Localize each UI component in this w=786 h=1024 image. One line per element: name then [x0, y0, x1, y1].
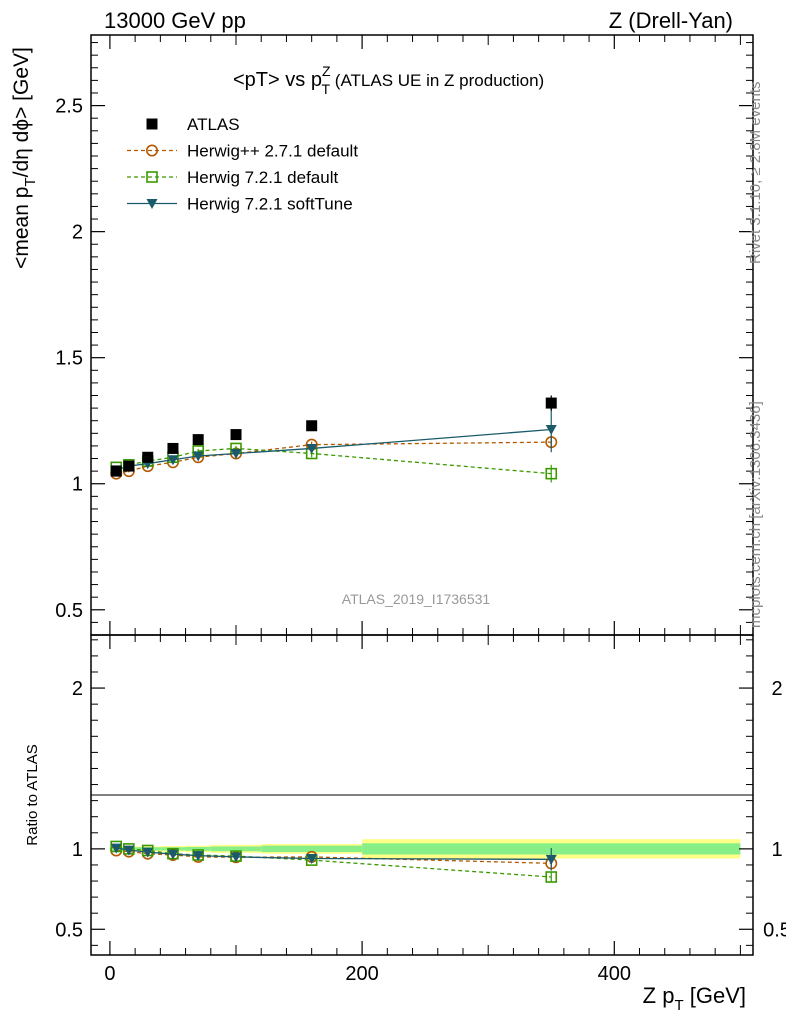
- main-panel: 0.511.522.5 <pT> vs pZ T (ATLAS UE in Z p…: [10, 34, 754, 636]
- ratio-point-herwig-7-2-1-softtune: [306, 854, 318, 865]
- ratio-tick-label: 1: [72, 839, 83, 861]
- plot-title: <pT> vs pZ T (ATLAS UE in Z production): [233, 63, 544, 97]
- y-axis-label-pre: <mean p: [10, 187, 33, 269]
- legend-marker-herwig-2-7-1-default: [146, 144, 159, 157]
- ratio-point-herwig-7-2-1-softtune: [167, 849, 179, 860]
- y-axis-label-post: /dη dϕ> [GeV]: [10, 47, 33, 177]
- header-left: 13000 GeV pp: [104, 8, 246, 33]
- y-axis-label-sub: T: [22, 177, 39, 186]
- series-line-herwig-7-2-1-softtune: [116, 428, 552, 471]
- legend: ATLAS Herwig++ 2.7.1 default Herwig 7.2.1 …: [127, 115, 358, 214]
- header: 13000 GeV pp Z (Drell-Yan): [104, 8, 733, 33]
- point-herwig-7-2-1-softtune: [192, 451, 204, 462]
- x-axis-label-sub: T: [674, 997, 683, 1014]
- ratio-tick-label-right: 2: [771, 678, 782, 700]
- y-tick-label: 1.5: [55, 348, 83, 370]
- ratio-series-layer: [110, 840, 558, 883]
- x-axis-label: Z pT [GeV]: [643, 983, 746, 1014]
- plot-title-sup: Z: [322, 63, 331, 79]
- point-herwig-7-2-1-default: [545, 467, 558, 480]
- ratio-point-herwig-7-2-1-softtune: [142, 847, 154, 858]
- ratio-point-herwig-7-2-1-softtune: [110, 843, 122, 854]
- legend-marker-herwig-7-2-1-softtune: [146, 199, 158, 209]
- analysis-watermark: ATLAS_2019_I1736531: [342, 591, 491, 607]
- point-atlas: [192, 434, 204, 446]
- mcplots-reference-text: mcplots.cern.ch [arXiv:1306.3436]: [747, 401, 764, 628]
- main-series-layer: [110, 395, 558, 483]
- point-atlas: [142, 451, 154, 463]
- legend-marker-atlas: [146, 118, 158, 130]
- legend-label-atlas: ATLAS: [187, 115, 240, 134]
- point-atlas: [230, 429, 242, 441]
- y-tick-label: 2.5: [55, 96, 83, 118]
- y-tick-label: 2: [72, 222, 83, 244]
- ratio-band-inner: [185, 846, 211, 851]
- ratio-point-herwig-7-2-1-softtune: [123, 845, 135, 856]
- ratio-point-herwig-7-2-1-softtune: [545, 854, 557, 865]
- point-atlas: [167, 442, 179, 454]
- header-right: Z (Drell-Yan): [609, 8, 733, 33]
- legend-label-herwig-7-2-1-softtune: Herwig 7.2.1 softTune: [187, 195, 353, 214]
- ratio-panel: 0.5 0.5 1 1 2 2 Ratio to ATLAS: [24, 634, 786, 956]
- y-tick-label: 1: [72, 474, 83, 496]
- plot-title-sub: T: [322, 81, 331, 97]
- ratio-line-herwig-7-2-1-softtune: [116, 847, 552, 860]
- x-tick-label: 400: [598, 963, 631, 985]
- x-axis-label-pre: Z p: [643, 983, 675, 1008]
- legend-marker-herwig-7-2-1-default: [146, 171, 158, 183]
- ratio-tick-label-right: 1: [771, 839, 782, 861]
- ratio-tick-label: 0.5: [55, 919, 83, 941]
- point-herwig-7-2-1-softtune: [230, 448, 242, 459]
- ratio-frame: [90, 634, 754, 956]
- y-tick-label: 0.5: [55, 600, 83, 622]
- point-atlas: [123, 460, 135, 472]
- rivet-version-text: Rivet 3.1.10, ≥ 2.8M events: [747, 82, 764, 265]
- point-herwig-7-2-1-softtune: [167, 455, 179, 466]
- ratio-point-herwig-7-2-1-softtune: [230, 852, 242, 863]
- point-atlas: [306, 420, 318, 432]
- plot-title-main: <pT> vs p: [233, 69, 322, 91]
- legend-label-herwig-2-7-1-default: Herwig++ 2.7.1 default: [187, 142, 358, 161]
- point-herwig-7-2-1-softtune: [545, 425, 557, 436]
- y-axis-label: <mean pT/dη dϕ> [GeV]: [10, 47, 39, 269]
- ratio-point-herwig-7-2-1-softtune: [192, 851, 204, 862]
- ratio-tick-label-right: 0.5: [763, 919, 786, 941]
- legend-label-herwig-7-2-1-default: Herwig 7.2.1 default: [187, 168, 338, 187]
- point-atlas: [110, 465, 122, 477]
- point-herwig-7-2-1-softtune: [306, 443, 318, 454]
- main-ticks: 0.5 1 1.5 2 2.5: [55, 42, 753, 636]
- x-axis-ticks: 0 200 400: [104, 35, 741, 985]
- ratio-line-herwig-2-7-1-default: [116, 849, 552, 864]
- ratio-band-inner: [210, 846, 262, 852]
- ratio-tick-label: 2: [72, 678, 83, 700]
- ratio-band-inner: [261, 845, 363, 853]
- ratio-point-herwig-7-2-1-default: [545, 871, 558, 883]
- ratio-ticks: 0.5 0.5 1 1 2 2: [55, 639, 786, 946]
- plot-title-paren: (ATLAS UE in Z production): [330, 71, 544, 90]
- point-atlas: [545, 397, 557, 409]
- x-tick-label: 0: [104, 963, 115, 985]
- ratio-y-axis-label: Ratio to ATLAS: [24, 744, 41, 845]
- x-tick-label: 200: [345, 963, 378, 985]
- x-axis-label-post: [GeV]: [684, 983, 746, 1008]
